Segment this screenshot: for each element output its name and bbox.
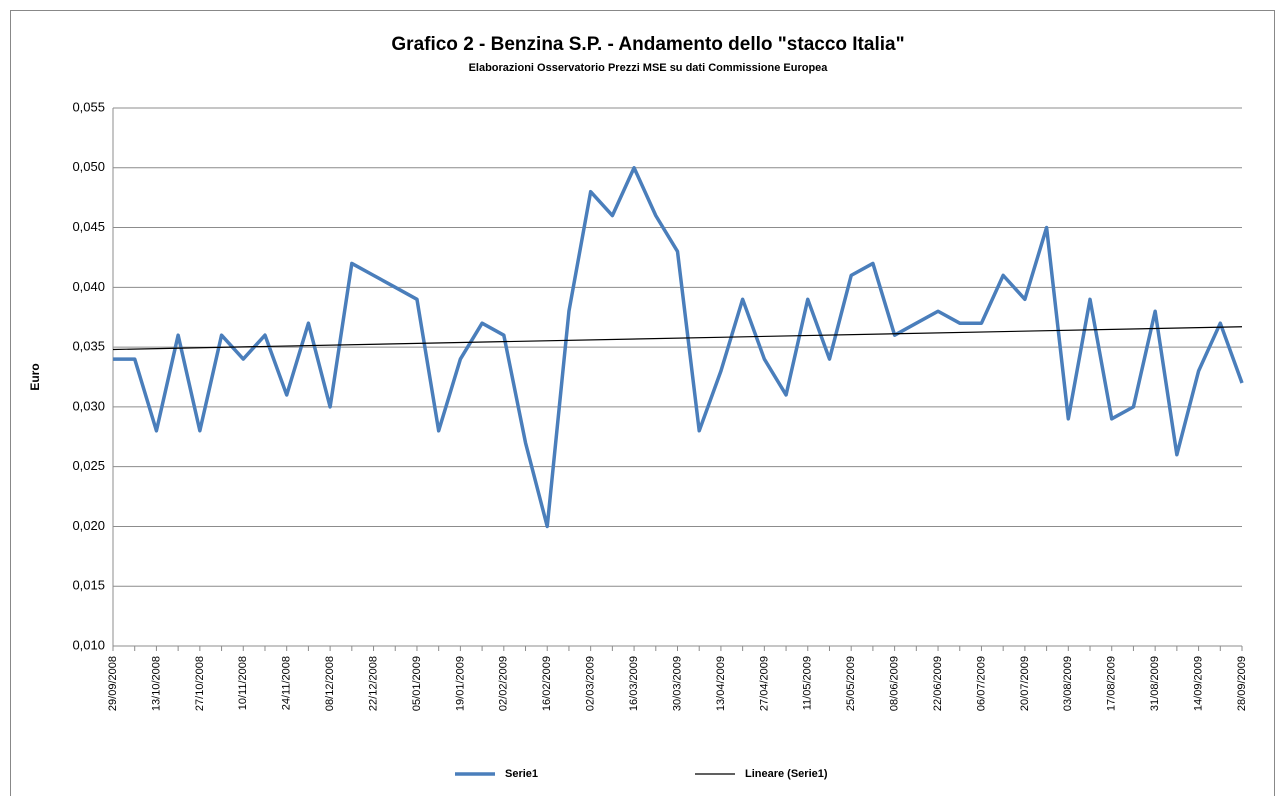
data-line — [113, 166, 1244, 529]
x-tick-label: 22/06/2009 — [932, 656, 944, 711]
x-tick-label: 30/03/2009 — [671, 656, 683, 711]
x-tick-label: 20/07/2009 — [1019, 656, 1031, 711]
x-tick-label: 03/08/2009 — [1062, 656, 1074, 711]
x-tick-label: 08/06/2009 — [889, 656, 901, 711]
x-tick-label: 10/11/2008 — [237, 656, 249, 710]
y-tick-label: 0,050 — [72, 159, 105, 174]
x-tick-label: 02/03/2009 — [585, 656, 597, 711]
x-tick-label: 06/07/2009 — [975, 656, 987, 711]
x-tick-label: 14/09/2009 — [1192, 656, 1204, 711]
x-tick-label: 02/02/2009 — [498, 656, 510, 711]
x-tick-label: 17/08/2009 — [1106, 656, 1118, 711]
x-tick-label: 16/03/2009 — [628, 656, 640, 711]
y-tick-label: 0,010 — [72, 637, 105, 652]
x-tick-label: 27/10/2008 — [194, 656, 206, 711]
chart-border — [10, 10, 1275, 796]
x-tick-label: 27/04/2009 — [758, 656, 770, 711]
chart-title: Grafico 2 - Benzina S.P. - Andamento del… — [391, 34, 904, 55]
x-tick-label: 29/09/2008 — [107, 656, 119, 711]
x-tick-label: 11/05/2009 — [802, 656, 814, 710]
legend-label: Serie1 — [505, 768, 538, 780]
x-tick-label: 05/01/2009 — [411, 656, 423, 711]
y-tick-label: 0,035 — [72, 339, 105, 354]
chart-subtitle: Elaborazioni Osservatorio Prezzi MSE su … — [469, 62, 829, 74]
x-tick-label: 22/12/2008 — [367, 656, 379, 711]
y-tick-label: 0,040 — [72, 279, 105, 294]
y-tick-label: 0,020 — [72, 518, 105, 533]
y-axis-label: Euro — [28, 363, 42, 390]
x-tick-label: 19/01/2009 — [454, 656, 466, 711]
y-tick-label: 0,045 — [72, 219, 105, 234]
x-tick-label: 25/05/2009 — [845, 656, 857, 711]
x-tick-label: 28/09/2009 — [1236, 656, 1248, 711]
y-tick-label: 0,030 — [72, 398, 105, 413]
y-tick-label: 0,015 — [72, 578, 105, 593]
x-tick-label: 08/12/2008 — [324, 656, 336, 711]
x-tick-label: 24/11/2008 — [281, 656, 293, 710]
x-tick-label: 13/10/2008 — [150, 656, 162, 711]
trend-line — [112, 326, 1243, 351]
x-tick-label: 13/04/2009 — [715, 656, 727, 711]
y-tick-label: 0,025 — [72, 458, 105, 473]
legend-label: Lineare (Serie1) — [745, 768, 828, 780]
y-tick-label: 0,055 — [72, 99, 105, 114]
x-tick-label: 31/08/2009 — [1149, 656, 1161, 711]
x-tick-label: 16/02/2009 — [541, 656, 553, 711]
